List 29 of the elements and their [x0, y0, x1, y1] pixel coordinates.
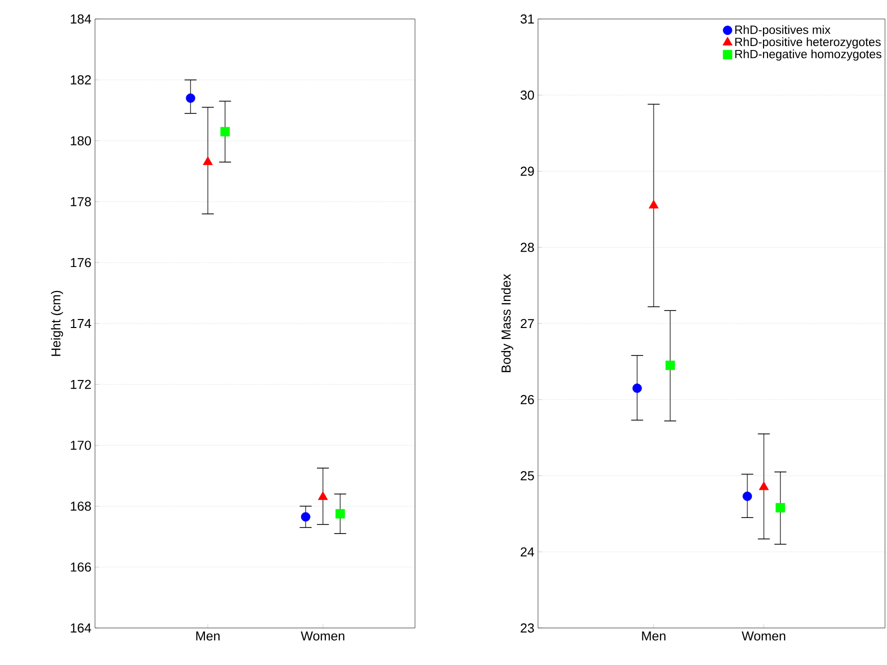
legend-label: RhD-negative homozygotes [735, 50, 882, 61]
y-tick-label: 30 [520, 90, 534, 100]
y-tick-label: 174 [70, 319, 92, 328]
x-tick-label: Women [742, 632, 786, 641]
y-tick-label: 166 [70, 562, 91, 572]
y-tick-label: 182 [70, 75, 91, 84]
y-axis-title: Height (cm) [50, 290, 64, 356]
y-tick-label: 168 [70, 502, 91, 511]
y-tick-label: 23 [520, 623, 534, 633]
y-tick-label: 26 [520, 395, 534, 404]
y-tick-label: 29 [520, 166, 534, 176]
y-tick-label: 31 [520, 14, 534, 24]
legend-label: RhD-positives mix [735, 25, 830, 36]
y-tick-label: 28 [520, 242, 534, 252]
y-tick-label: 172 [70, 380, 91, 389]
y-tick-label: 24 [520, 547, 534, 556]
y-tick-label: 184 [70, 14, 92, 24]
y-tick-label: 27 [520, 318, 534, 328]
x-tick-label: Men [196, 632, 220, 641]
y-tick-label: 176 [70, 258, 91, 268]
y-tick-label: 164 [70, 623, 92, 633]
x-tick-label: Women [300, 632, 344, 641]
y-tick-label: 25 [520, 471, 534, 480]
y-axis-title: Body Mass Index [501, 274, 514, 372]
x-tick-label: Men [642, 632, 666, 641]
legend-label: RhD-positive heterozygotes [735, 37, 881, 49]
y-tick-label: 170 [70, 440, 91, 450]
y-tick-label: 180 [70, 136, 91, 146]
y-tick-label: 178 [70, 197, 91, 206]
